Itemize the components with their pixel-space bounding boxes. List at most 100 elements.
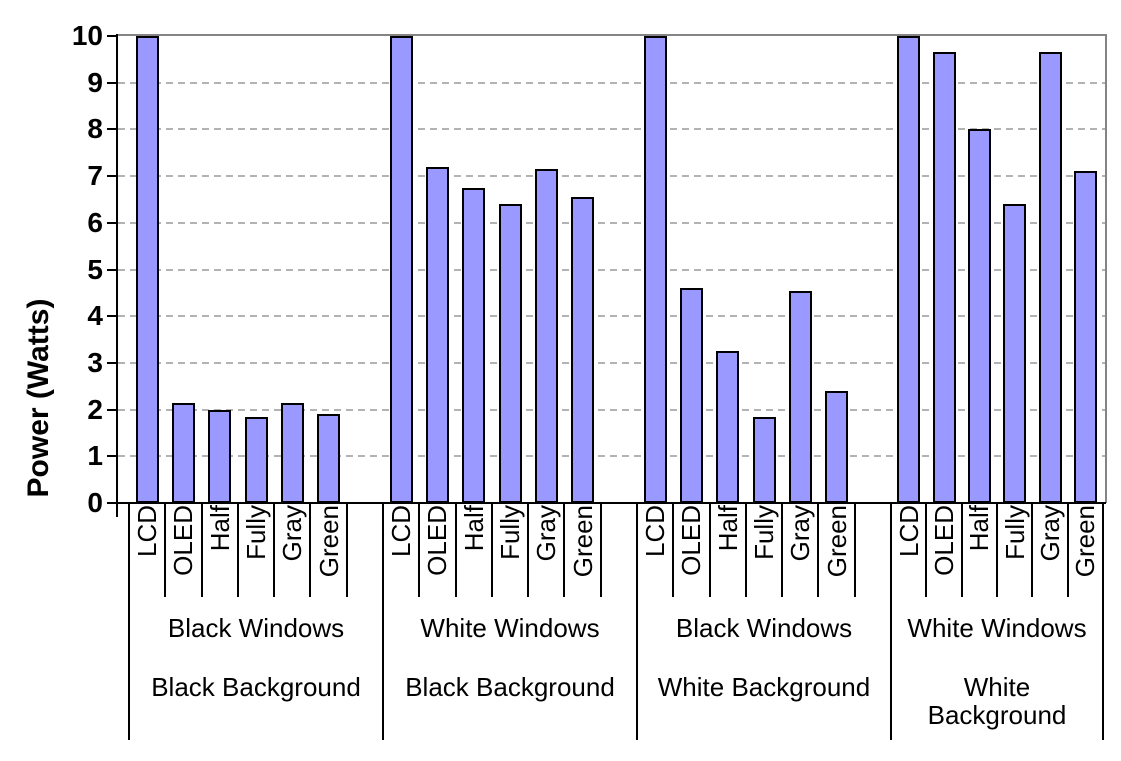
group-background-label: White Background <box>927 672 1067 730</box>
gridline <box>118 128 1107 130</box>
label-cell-divider <box>1067 503 1069 597</box>
plot-border-right <box>1105 34 1107 503</box>
label-cell-divider <box>961 503 963 597</box>
bar-label: Half <box>964 505 994 552</box>
x-axis-line <box>116 502 1106 504</box>
y-axis-tick <box>107 409 116 411</box>
group-windows-label: Black Windows <box>167 613 345 643</box>
bar-label: Gray <box>277 505 307 562</box>
group-separator <box>636 503 638 740</box>
bar <box>825 391 848 503</box>
bar-label: Half <box>459 505 489 552</box>
label-cell-divider <box>491 503 493 597</box>
gridline <box>118 222 1107 224</box>
y-tick-label: 10 <box>71 20 103 51</box>
label-cell-divider <box>925 503 927 597</box>
label-cell-divider <box>201 503 203 597</box>
plot-border-top <box>117 34 1107 36</box>
label-cell-divider <box>781 503 783 597</box>
group-background-label: White Background <box>657 672 871 702</box>
label-cell-divider <box>709 503 711 597</box>
y-tick-label: 1 <box>87 440 103 471</box>
label-cell-divider <box>309 503 311 597</box>
group-background-label: Black Background <box>405 672 615 702</box>
label-cell-divider <box>817 503 819 597</box>
label-cell-divider <box>745 503 747 597</box>
bar <box>208 410 231 503</box>
bar-label: Green <box>1070 505 1100 578</box>
bar-label: Fully <box>749 505 779 560</box>
y-axis-start-tick <box>116 503 118 517</box>
bar <box>499 204 522 503</box>
bar <box>317 414 340 503</box>
y-axis-tick <box>107 362 116 364</box>
bar <box>172 403 195 503</box>
y-axis-tick <box>107 269 116 271</box>
group-windows-label: Black Windows <box>675 613 853 643</box>
label-cell-divider <box>237 503 239 597</box>
bar <box>753 417 776 503</box>
bar-label: Gray <box>1035 505 1065 562</box>
y-tick-label: 4 <box>87 300 103 331</box>
bar-label: LCD <box>640 505 670 558</box>
bar-label: Half <box>713 505 743 552</box>
bar-label: OLED <box>676 505 706 576</box>
y-tick-label: 2 <box>87 394 103 425</box>
y-tick-label: 7 <box>87 160 103 191</box>
bar <box>933 52 956 503</box>
y-tick-label: 0 <box>87 487 103 518</box>
y-axis-tick <box>107 502 116 504</box>
bar-label: LCD <box>894 505 924 558</box>
bar <box>1003 204 1026 503</box>
gridline <box>118 82 1107 84</box>
label-cell-divider <box>672 503 674 597</box>
label-cell-divider <box>600 503 602 597</box>
y-axis-line <box>116 34 118 504</box>
y-axis-tick <box>107 82 116 84</box>
bar <box>245 417 268 503</box>
gridline <box>118 455 1107 457</box>
bar <box>1039 52 1062 503</box>
bar-label: LCD <box>132 505 162 558</box>
bar <box>680 288 703 503</box>
bar <box>644 36 667 503</box>
label-cell-divider <box>1031 503 1033 597</box>
label-cell-divider <box>527 503 529 597</box>
y-tick-label: 9 <box>87 67 103 98</box>
bar-label: OLED <box>168 505 198 576</box>
y-axis-tick <box>107 455 116 457</box>
bar <box>1074 171 1097 503</box>
label-cell-divider <box>563 503 565 597</box>
y-axis-tick <box>107 222 116 224</box>
label-cell-divider <box>854 503 856 597</box>
group-background-label: Black Background <box>151 672 361 702</box>
bar <box>716 351 739 503</box>
bar-label: LCD <box>386 505 416 558</box>
bar <box>390 36 413 503</box>
group-separator <box>382 503 384 740</box>
y-axis-tick <box>107 128 116 130</box>
bar <box>789 291 812 503</box>
label-cell-divider <box>346 503 348 597</box>
gridline <box>118 362 1107 364</box>
bar-label: Green <box>822 505 852 578</box>
bar-label: Fully <box>1000 505 1030 560</box>
bar-label: Green <box>314 505 344 578</box>
bar-label: Green <box>568 505 598 578</box>
y-tick-label: 3 <box>87 347 103 378</box>
bar <box>136 36 159 503</box>
label-cell-divider <box>996 503 998 597</box>
gridline <box>118 269 1107 271</box>
group-separator <box>890 503 892 740</box>
bar <box>968 129 991 503</box>
bar-label: Fully <box>495 505 525 560</box>
group-separator <box>1102 503 1104 740</box>
bar <box>426 167 449 503</box>
label-cell-divider <box>418 503 420 597</box>
gridline <box>118 315 1107 317</box>
gridline <box>118 409 1107 411</box>
bar-label: OLED <box>422 505 452 576</box>
label-cell-divider <box>455 503 457 597</box>
bar <box>535 169 558 503</box>
